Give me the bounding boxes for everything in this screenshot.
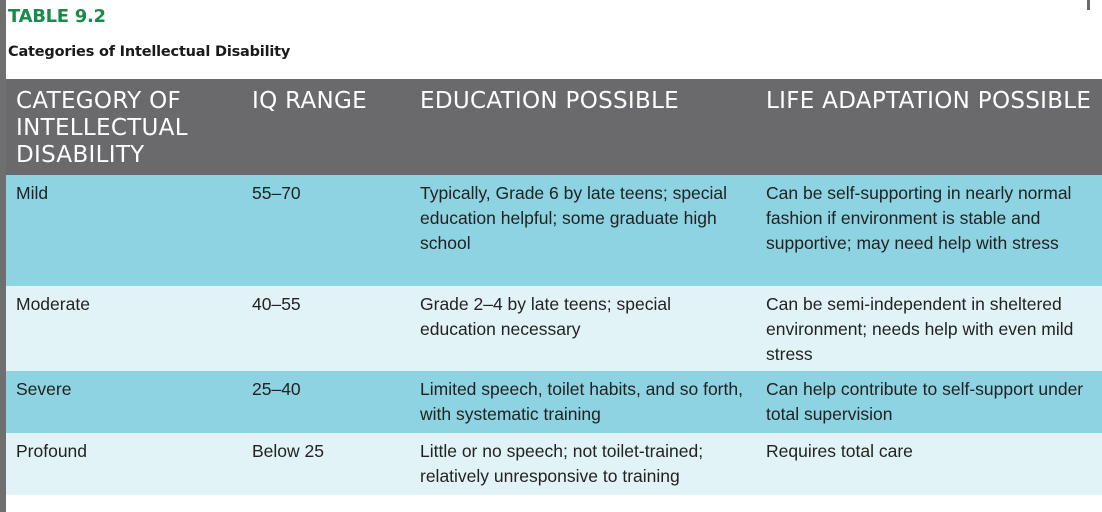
header-category: CATEGORY OF INTELLECTUAL DISABILITY [6,79,242,175]
cell-education: Limited speech, toilet habits, and so fo… [410,371,756,433]
cell-iq: 40–55 [242,286,410,371]
table-row-severe: Severe 25–40 Limited speech, toilet habi… [6,371,1102,433]
cell-category: Mild [6,175,242,286]
header-education: EDUCATION POSSIBLE [410,79,756,175]
header-life-adaptation: LIFE ADAPTATION POSSIBLE [756,79,1102,175]
cell-iq: 25–40 [242,371,410,433]
table-row-profound: Profound Below 25 Little or no speech; n… [6,433,1102,495]
table-row-mild: Mild 55–70 Typically, Grade 6 by late te… [6,175,1102,286]
cell-life: Requires total care [756,433,1102,495]
intellectual-disability-table: CATEGORY OF INTELLECTUAL DISABILITY IQ R… [6,79,1102,495]
page-edge-mark [1087,0,1090,10]
page-edge-rule [0,0,6,512]
table-number-label: TABLE 9.2 [8,6,106,27]
cell-education: Grade 2–4 by late teens; special educati… [410,286,756,371]
cell-life: Can be self-supporting in nearly normal … [756,175,1102,286]
cell-category: Profound [6,433,242,495]
table-title: Categories of Intellectual Disability [8,44,291,60]
cell-life: Can help contribute to self-support unde… [756,371,1102,433]
table-header-row: CATEGORY OF INTELLECTUAL DISABILITY IQ R… [6,79,1102,175]
cell-category: Severe [6,371,242,433]
cell-education: Little or no speech; not toilet-trained;… [410,433,756,495]
cell-iq: 55–70 [242,175,410,286]
cell-iq: Below 25 [242,433,410,495]
header-iq-range: IQ RANGE [242,79,410,175]
cell-education: Typically, Grade 6 by late teens; specia… [410,175,756,286]
table-row-moderate: Moderate 40–55 Grade 2–4 by late teens; … [6,286,1102,371]
cell-category: Moderate [6,286,242,371]
cell-life: Can be semi-independent in sheltered env… [756,286,1102,371]
